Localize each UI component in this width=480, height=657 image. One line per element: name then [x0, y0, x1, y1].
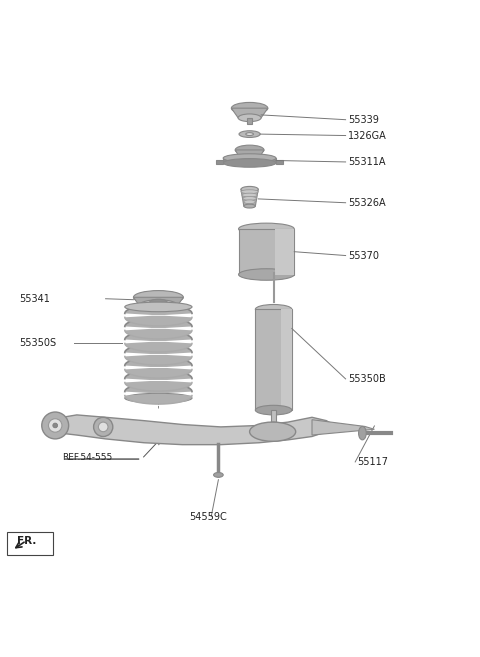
Text: FR.: FR. [17, 535, 36, 546]
Ellipse shape [359, 426, 366, 440]
Text: 54559C: 54559C [190, 512, 228, 522]
Text: 55117: 55117 [358, 457, 389, 467]
Ellipse shape [53, 423, 58, 428]
Polygon shape [48, 415, 336, 445]
Text: 55311A: 55311A [348, 157, 385, 167]
Text: 55370: 55370 [348, 250, 379, 261]
Polygon shape [241, 189, 258, 206]
Ellipse shape [238, 114, 261, 122]
Polygon shape [125, 357, 192, 378]
Polygon shape [223, 158, 276, 163]
Polygon shape [133, 298, 183, 306]
Ellipse shape [246, 133, 253, 135]
Ellipse shape [268, 422, 279, 427]
Polygon shape [231, 108, 268, 118]
Ellipse shape [235, 145, 264, 155]
Ellipse shape [150, 299, 167, 305]
Polygon shape [239, 229, 294, 275]
Ellipse shape [241, 187, 258, 193]
Ellipse shape [223, 154, 276, 162]
Ellipse shape [42, 412, 69, 439]
Ellipse shape [243, 196, 256, 200]
Ellipse shape [250, 422, 296, 442]
Ellipse shape [94, 417, 113, 436]
Ellipse shape [239, 269, 294, 281]
Ellipse shape [125, 302, 192, 311]
Text: 55350B: 55350B [348, 374, 386, 384]
Polygon shape [275, 229, 294, 275]
Polygon shape [125, 331, 192, 352]
Ellipse shape [244, 204, 255, 208]
Ellipse shape [239, 131, 260, 137]
Bar [271, 410, 276, 424]
Ellipse shape [241, 190, 258, 194]
Ellipse shape [242, 193, 257, 197]
Text: 55341: 55341 [19, 294, 50, 304]
Ellipse shape [231, 102, 268, 114]
Polygon shape [216, 160, 223, 164]
Ellipse shape [98, 422, 108, 432]
Polygon shape [125, 344, 192, 365]
Text: 55339: 55339 [348, 115, 379, 125]
Polygon shape [125, 370, 192, 391]
Ellipse shape [244, 200, 255, 204]
Polygon shape [281, 309, 292, 410]
Polygon shape [312, 420, 374, 435]
Ellipse shape [139, 300, 178, 311]
Bar [247, 118, 252, 124]
Polygon shape [125, 305, 192, 326]
Text: 55350S: 55350S [19, 338, 56, 348]
Bar [7, 532, 53, 555]
Polygon shape [235, 150, 264, 158]
Polygon shape [255, 309, 292, 410]
Text: REF.54-555: REF.54-555 [62, 453, 113, 462]
Ellipse shape [133, 290, 183, 304]
Ellipse shape [125, 394, 192, 403]
Ellipse shape [255, 304, 292, 314]
Polygon shape [125, 383, 192, 404]
Ellipse shape [239, 223, 294, 235]
Text: 55326A: 55326A [348, 198, 385, 208]
Polygon shape [276, 160, 283, 164]
Ellipse shape [214, 472, 223, 477]
Ellipse shape [255, 405, 292, 415]
Polygon shape [125, 318, 192, 339]
Text: 1326GA: 1326GA [348, 131, 387, 141]
Ellipse shape [223, 158, 276, 168]
Ellipse shape [48, 419, 62, 432]
